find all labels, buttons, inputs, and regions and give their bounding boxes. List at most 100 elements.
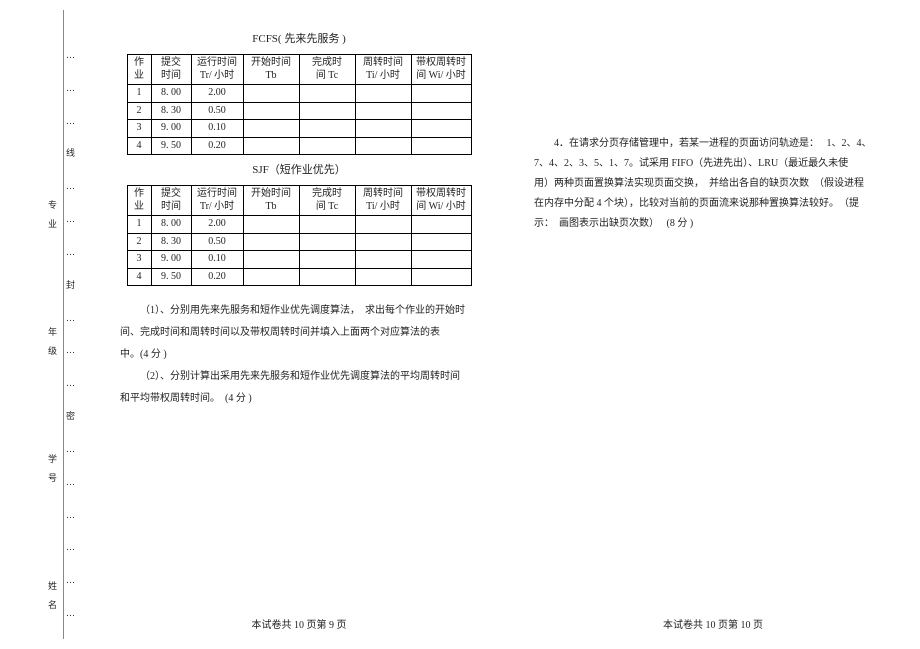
margin-text: …: [66, 214, 75, 225]
cell-empty: [355, 251, 411, 269]
table-row: 28. 300.50: [127, 102, 471, 120]
cell-submit: 8. 00: [151, 216, 191, 234]
cell-empty: [299, 216, 355, 234]
cell-empty: [243, 233, 299, 251]
margin-text: …: [66, 542, 75, 553]
sjf-table: 作业 提交时间 运行时间Tr/ 小时 开始时间Tb 完成时间 Tc 周转时间Ti…: [127, 185, 472, 286]
cell-run: 0.50: [191, 233, 243, 251]
cell-idx: 2: [127, 233, 151, 251]
cell-empty: [411, 216, 471, 234]
cell-empty: [411, 233, 471, 251]
cell-empty: [411, 268, 471, 286]
margin-text: …: [66, 247, 75, 258]
margin-text: …: [66, 477, 75, 488]
table-row: 28. 300.50: [127, 233, 471, 251]
th-job: 作业: [127, 186, 151, 216]
fcfs-table: 作业 提交时间 运行时间Tr/ 小时 开始时间Tb 完成时间 Tc 周转时间Ti…: [127, 54, 472, 155]
margin-inner-column: 专 业 年 级 学 号 姓 名: [46, 200, 59, 609]
cell-empty: [299, 251, 355, 269]
cell-empty: [355, 216, 411, 234]
cell-submit: 9. 00: [151, 251, 191, 269]
table-row: 18. 002.00: [127, 216, 471, 234]
table-row: 39. 000.10: [127, 251, 471, 269]
table-header-row: 作业 提交时间 运行时间Tr/ 小时 开始时间Tb 完成时间 Tc 周转时间Ti…: [127, 55, 471, 85]
th-turn: 周转时间Ti/ 小时: [355, 55, 411, 85]
margin-outer-column: … … … 线 … … … 封 … … … 密 … … … … … …: [66, 50, 75, 619]
cell-empty: [299, 120, 355, 138]
cell-empty: [355, 137, 411, 155]
th-job: 作业: [127, 55, 151, 85]
margin-text: …: [66, 83, 75, 94]
margin-text: 线: [66, 148, 75, 159]
cell-empty: [355, 268, 411, 286]
question-text-block: （1）、分别用先来先服务和短作业优先调度算法， 求出每个作业的开始时 间、完成时…: [120, 298, 478, 411]
th-finish: 完成时间 Tc: [299, 186, 355, 216]
q4-line5: 示： 画图表示出缺页次数） (8 分 ): [534, 214, 892, 234]
th-start: 开始时间Tb: [243, 186, 299, 216]
th-submit: 提交时间: [151, 55, 191, 85]
cell-run: 2.00: [191, 85, 243, 103]
cell-empty: [243, 102, 299, 120]
margin-text: 封: [66, 280, 75, 291]
cell-empty: [243, 137, 299, 155]
margin-text: …: [66, 444, 75, 455]
cell-empty: [355, 102, 411, 120]
th-submit: 提交时间: [151, 186, 191, 216]
cell-empty: [243, 120, 299, 138]
cell-submit: 8. 30: [151, 233, 191, 251]
margin-text: …: [66, 575, 75, 586]
cell-run: 0.10: [191, 251, 243, 269]
cell-submit: 9. 00: [151, 120, 191, 138]
cell-run: 0.10: [191, 120, 243, 138]
margin-text: …: [66, 313, 75, 324]
margin-label-name: 姓 名: [46, 581, 59, 609]
cell-empty: [299, 268, 355, 286]
cell-idx: 4: [127, 268, 151, 286]
margin-vertical-rule: [63, 10, 64, 639]
q4-line3: 用）两种页面置换算法实现页面交换， 并给出各自的缺页次数 （假设进程: [534, 174, 892, 194]
cell-run: 0.50: [191, 102, 243, 120]
table-header-row: 作业 提交时间 运行时间Tr/ 小时 开始时间Tb 完成时间 Tc 周转时间Ti…: [127, 186, 471, 216]
cell-submit: 9. 50: [151, 137, 191, 155]
table-row: 49. 500.20: [127, 268, 471, 286]
th-finish: 完成时间 Tc: [299, 55, 355, 85]
cell-empty: [299, 85, 355, 103]
cell-empty: [355, 120, 411, 138]
sjf-title: SJF（短作业优先）: [120, 161, 478, 177]
margin-label-id: 学 号: [46, 454, 59, 482]
q1-line3: 中。(4 分 ): [120, 345, 478, 364]
q2-line1: （2）、分别计算出采用先来先服务和短作业优先调度算法的平均周转时间: [120, 367, 478, 386]
margin-text: …: [66, 116, 75, 127]
cell-empty: [243, 268, 299, 286]
cell-empty: [355, 233, 411, 251]
document-root: … … … 线 … … … 封 … … … 密 … … … … … … 专 业 …: [0, 0, 920, 649]
cell-empty: [411, 137, 471, 155]
cell-run: 0.20: [191, 268, 243, 286]
page-footer-left: 本试卷共 10 页第 9 页: [120, 616, 478, 637]
question-4-block: 4．在请求分页存储管理中，若某一进程的页面访问轨迹是： 1、2、4、 7、4、2…: [534, 134, 892, 234]
th-run: 运行时间Tr/ 小时: [191, 186, 243, 216]
cell-empty: [411, 102, 471, 120]
cell-idx: 3: [127, 251, 151, 269]
q1-line2: 间、完成时间和周转时间以及带权周转时间并填入上面两个对应算法的表: [120, 323, 478, 342]
cell-empty: [243, 251, 299, 269]
cell-submit: 9. 50: [151, 268, 191, 286]
th-start: 开始时间Tb: [243, 55, 299, 85]
margin-text: 密: [66, 411, 75, 422]
margin-text: …: [66, 608, 75, 619]
cell-idx: 1: [127, 216, 151, 234]
margin-text: …: [66, 345, 75, 356]
binding-margin: … … … 线 … … … 封 … … … 密 … … … … … … 专 业 …: [0, 0, 100, 649]
cell-empty: [411, 120, 471, 138]
th-wturn: 带权周转时间 Wi/ 小时: [411, 186, 471, 216]
th-run: 运行时间Tr/ 小时: [191, 55, 243, 85]
margin-text: …: [66, 378, 75, 389]
th-turn: 周转时间Ti/ 小时: [355, 186, 411, 216]
cell-empty: [243, 216, 299, 234]
table-row: 18. 002.00: [127, 85, 471, 103]
page-left: FCFS( 先来先服务 ) 作业 提交时间 运行时间Tr/ 小时 开始时间Tb …: [100, 0, 506, 649]
cell-empty: [411, 85, 471, 103]
cell-idx: 4: [127, 137, 151, 155]
margin-text: …: [66, 510, 75, 521]
margin-text: …: [66, 181, 75, 192]
